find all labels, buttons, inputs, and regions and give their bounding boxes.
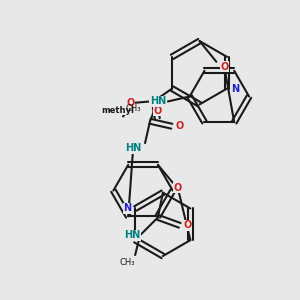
Text: O: O: [176, 121, 184, 131]
Text: N: N: [123, 203, 132, 214]
Text: O: O: [220, 62, 228, 72]
Text: O: O: [126, 98, 135, 108]
Text: O: O: [174, 183, 182, 193]
Text: HN: HN: [125, 143, 141, 153]
Text: N: N: [231, 84, 239, 94]
Text: O: O: [184, 220, 192, 230]
Text: CH₃: CH₃: [119, 259, 135, 268]
Text: HN: HN: [150, 97, 166, 106]
Text: HN: HN: [124, 230, 140, 240]
Text: CH₃: CH₃: [125, 104, 140, 113]
Text: methyl: methyl: [102, 106, 135, 115]
Text: O: O: [153, 106, 161, 116]
